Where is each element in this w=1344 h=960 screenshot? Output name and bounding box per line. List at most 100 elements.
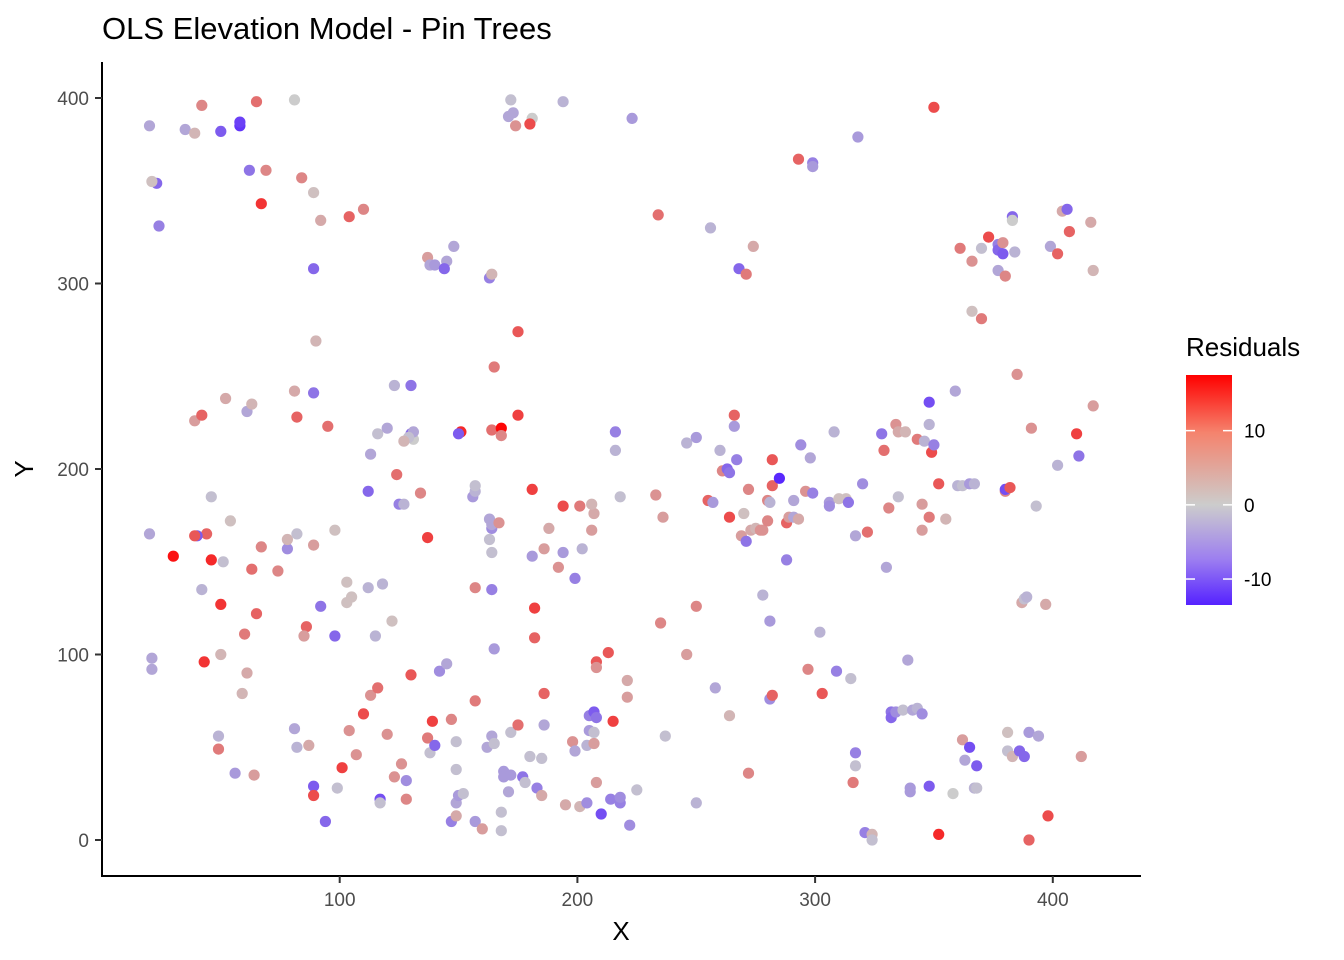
data-point <box>246 563 258 575</box>
data-point <box>400 793 412 805</box>
data-point <box>928 439 940 451</box>
data-point <box>766 480 778 492</box>
data-point <box>590 661 603 674</box>
data-point <box>1087 400 1099 412</box>
y-tick-label: 300 <box>57 275 89 296</box>
data-point <box>386 615 398 627</box>
data-point <box>609 426 622 438</box>
data-point <box>507 107 519 119</box>
data-point <box>742 483 755 495</box>
data-point <box>576 543 588 555</box>
data-point <box>997 248 1009 260</box>
y-tick-label: 0 <box>78 831 89 852</box>
data-point <box>614 491 626 503</box>
data-point <box>374 797 386 809</box>
data-point <box>559 799 572 811</box>
data-point <box>964 741 976 753</box>
data-point <box>631 784 643 796</box>
data-point <box>526 483 538 495</box>
data-point <box>681 437 693 449</box>
data-point <box>388 379 400 392</box>
legend-ticks: 10 0 -10 <box>1186 422 1271 591</box>
data-point <box>650 489 662 501</box>
data-point <box>483 533 496 546</box>
data-point <box>250 608 263 620</box>
data-point <box>505 769 517 781</box>
data-point <box>502 786 515 798</box>
data-point <box>781 554 793 566</box>
data-point <box>310 335 322 347</box>
data-point <box>607 715 619 727</box>
data-point <box>983 231 995 243</box>
data-point <box>336 762 348 774</box>
data-point <box>469 815 481 828</box>
data-point <box>609 444 622 456</box>
data-point <box>830 665 843 677</box>
data-point <box>766 689 778 701</box>
data-point <box>614 791 626 803</box>
data-point <box>690 797 702 809</box>
data-point <box>738 507 750 520</box>
data-point <box>1021 591 1033 603</box>
data-point <box>586 524 598 536</box>
data-point <box>1011 368 1023 380</box>
data-point <box>602 647 614 659</box>
data-point <box>586 498 598 510</box>
x-tick-label: 300 <box>799 890 831 911</box>
data-point <box>486 424 498 436</box>
data-point <box>1073 450 1085 462</box>
data-point <box>904 782 916 794</box>
data-point <box>807 161 819 173</box>
data-point <box>816 687 828 700</box>
data-point <box>1052 248 1064 260</box>
data-point <box>143 120 156 132</box>
data-point <box>529 602 541 614</box>
data-point <box>291 741 303 753</box>
data-point <box>1075 750 1087 763</box>
data-point <box>315 600 327 612</box>
data-point <box>272 565 284 577</box>
data-point <box>588 726 600 739</box>
data-point <box>916 524 928 536</box>
data-point <box>557 546 569 559</box>
data-point <box>512 719 524 731</box>
data-point <box>652 209 664 221</box>
data-point <box>876 428 888 440</box>
legend-colorbar <box>1186 375 1232 605</box>
data-point <box>1044 240 1056 252</box>
data-point <box>322 420 334 432</box>
data-point <box>709 682 721 694</box>
data-point <box>807 487 819 499</box>
data-point <box>215 125 227 137</box>
data-point <box>1006 214 1019 226</box>
data-point <box>488 361 500 373</box>
x-axis-title: X <box>612 916 629 946</box>
data-point <box>866 834 878 846</box>
data-point <box>476 823 488 835</box>
data-point <box>372 682 384 694</box>
data-point <box>512 326 524 338</box>
data-point <box>923 396 935 408</box>
data-point <box>469 582 481 594</box>
data-point <box>486 546 498 559</box>
x-ticks: 100 200 300 400 <box>324 876 1069 911</box>
data-point <box>329 524 341 536</box>
data-point <box>723 511 736 523</box>
data-point <box>880 561 893 573</box>
data-point <box>196 584 208 596</box>
data-point <box>281 543 293 555</box>
data-point <box>804 452 816 464</box>
data-point <box>621 691 633 703</box>
data-point <box>457 788 469 800</box>
data-point <box>196 409 208 421</box>
data-point <box>883 502 895 514</box>
data-point <box>742 767 755 779</box>
data-point <box>488 737 500 750</box>
data-point <box>581 797 593 809</box>
data-point <box>918 435 931 447</box>
y-tick-label: 200 <box>57 460 89 481</box>
data-point <box>524 750 536 763</box>
data-point <box>298 630 310 642</box>
data-point <box>372 428 384 440</box>
